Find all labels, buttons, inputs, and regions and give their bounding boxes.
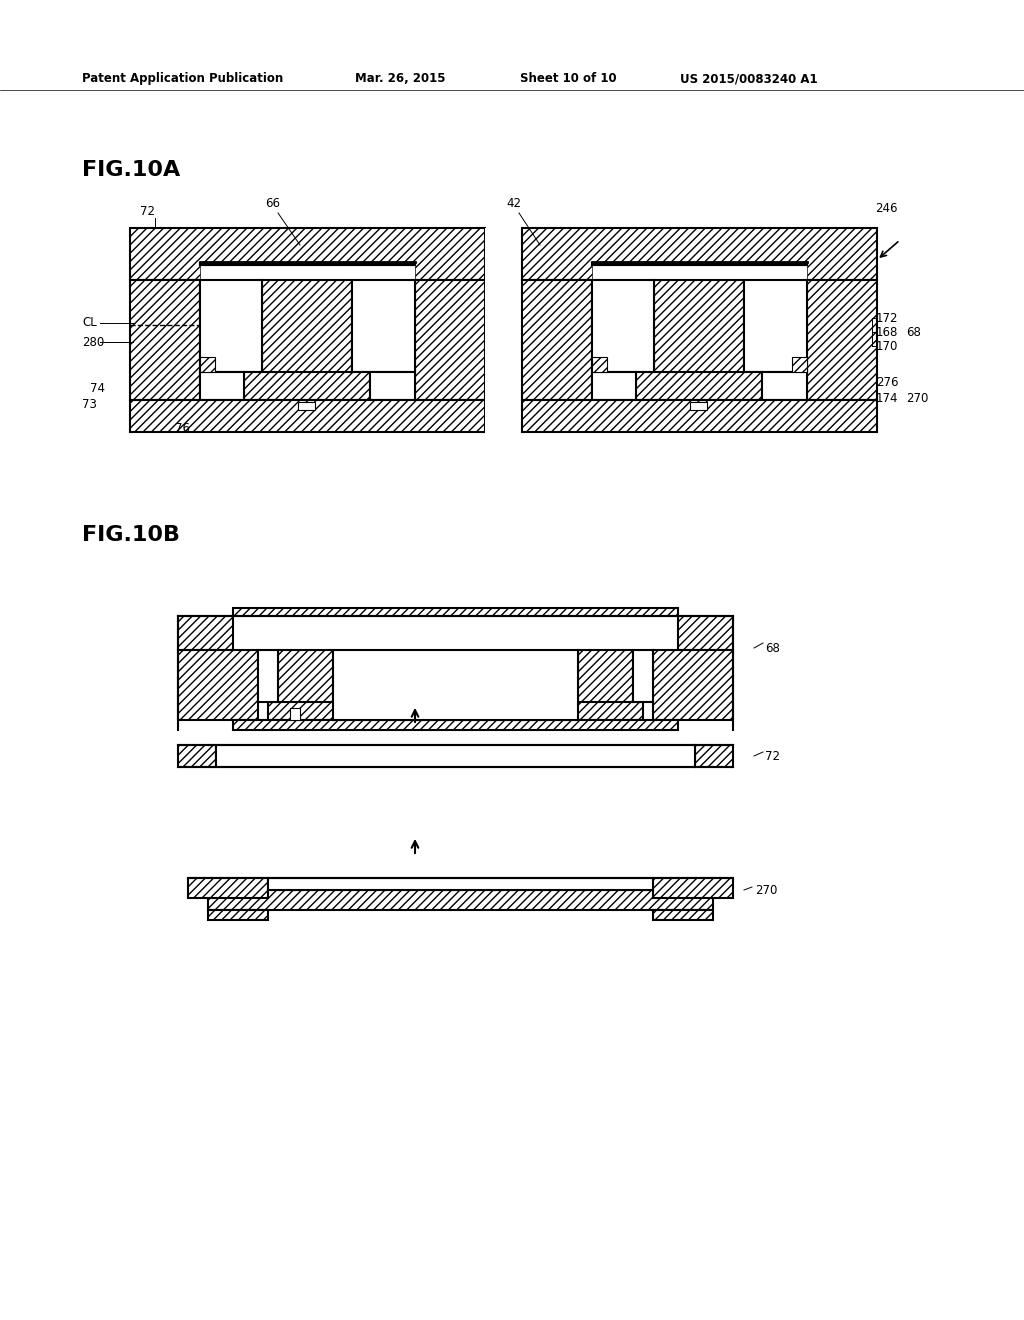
Bar	[130, 228, 485, 280]
Bar	[485, 228, 522, 609]
Bar	[678, 616, 733, 649]
Bar	[633, 649, 653, 702]
Bar	[130, 400, 485, 432]
Text: 168: 168	[876, 326, 898, 338]
Bar	[807, 280, 877, 400]
Text: Mar. 26, 2015: Mar. 26, 2015	[355, 73, 445, 84]
Bar	[654, 280, 744, 400]
Text: 73: 73	[82, 399, 97, 412]
Bar	[762, 372, 807, 400]
Text: 174: 174	[876, 392, 898, 404]
Bar	[592, 356, 607, 372]
Bar	[415, 280, 485, 400]
Bar	[522, 400, 877, 432]
Bar	[522, 228, 877, 280]
Bar	[792, 356, 807, 372]
Bar	[370, 372, 415, 400]
Bar	[258, 649, 278, 702]
Bar	[695, 744, 733, 767]
Text: 246: 246	[874, 202, 897, 215]
Bar	[216, 744, 695, 767]
Bar	[578, 649, 633, 719]
Text: Sheet 10 of 10: Sheet 10 of 10	[520, 73, 616, 84]
Bar	[522, 280, 592, 400]
Text: 270: 270	[755, 883, 777, 896]
Bar	[278, 649, 333, 719]
Text: 42: 42	[506, 197, 521, 210]
Bar	[130, 280, 200, 400]
Bar	[200, 261, 415, 280]
Text: 74: 74	[90, 381, 105, 395]
Text: 276: 276	[876, 376, 898, 389]
Bar	[233, 609, 678, 616]
Bar	[244, 372, 370, 400]
Bar	[592, 372, 636, 400]
Bar	[744, 280, 807, 372]
Bar	[188, 878, 268, 898]
Text: 76: 76	[175, 421, 190, 434]
Bar	[592, 280, 654, 372]
Bar	[636, 372, 762, 400]
Bar	[200, 372, 244, 400]
Text: Patent Application Publication: Patent Application Publication	[82, 73, 284, 84]
Bar	[352, 280, 415, 372]
Bar	[333, 649, 578, 719]
Bar	[690, 403, 707, 411]
Text: 280: 280	[82, 335, 104, 348]
Bar	[200, 280, 262, 372]
Text: 172: 172	[876, 312, 898, 325]
Bar	[298, 403, 315, 411]
Bar	[178, 744, 216, 767]
Text: 72: 72	[765, 750, 780, 763]
Bar	[268, 878, 653, 890]
Bar	[268, 702, 343, 719]
Text: CL: CL	[82, 317, 96, 330]
Text: 68: 68	[906, 326, 921, 338]
Bar	[262, 280, 352, 400]
Bar	[290, 708, 300, 719]
Bar	[592, 261, 807, 280]
Text: US 2015/0083240 A1: US 2015/0083240 A1	[680, 73, 817, 84]
Bar	[208, 909, 268, 920]
Bar	[200, 356, 215, 372]
Bar	[568, 702, 643, 719]
Bar	[653, 909, 713, 920]
Bar	[653, 878, 733, 898]
Text: 68: 68	[765, 642, 780, 655]
Bar	[178, 649, 258, 719]
Text: 270: 270	[906, 392, 929, 404]
Text: FIG.10B: FIG.10B	[82, 525, 180, 545]
Text: 170: 170	[876, 339, 898, 352]
Bar	[233, 719, 678, 730]
Text: 66: 66	[265, 197, 280, 210]
Bar	[178, 616, 233, 649]
Bar	[208, 890, 713, 909]
Bar	[653, 649, 733, 719]
Text: FIG.10A: FIG.10A	[82, 160, 180, 180]
Text: 72: 72	[140, 205, 155, 218]
